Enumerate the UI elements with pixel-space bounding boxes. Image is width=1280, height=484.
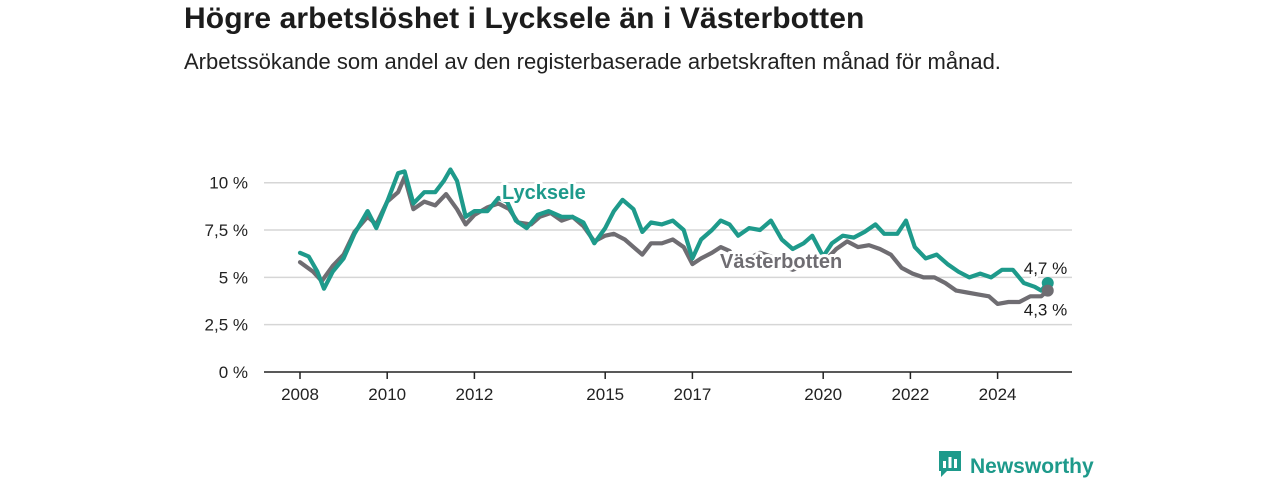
series-line-vasterbotten [297, 174, 1050, 306]
series-name-label: Västerbotten [720, 251, 842, 273]
x-tick-label: 2012 [455, 385, 493, 404]
y-tick-label: 10 % [209, 174, 248, 193]
x-tick-label: 2015 [586, 385, 624, 404]
end-value-label: 4,7 % [1024, 259, 1067, 278]
chart-subtitle: Arbetssökande som andel av den registerb… [184, 49, 1001, 74]
x-tick-label: 2024 [979, 385, 1017, 404]
brand-name: Newsworthy [970, 454, 1094, 478]
y-tick-label: 2,5 % [205, 316, 248, 335]
y-axis: 0 % 2,5 % 5 % 7,5 % 10 % [205, 174, 248, 382]
brand-logo[interactable]: Newsworthy [937, 449, 1094, 484]
newsworthy-logo-icon [937, 449, 963, 484]
end-marker [1041, 284, 1054, 297]
chart-title: Högre arbetslöshet i Lycksele än i Väste… [184, 2, 865, 35]
y-tick-label: 0 % [219, 363, 248, 382]
x-tick-label: 2017 [673, 385, 711, 404]
series-name-label: Lycksele [502, 182, 586, 204]
y-tick-label: 5 % [219, 268, 248, 287]
x-tick-label: 2020 [804, 385, 842, 404]
x-tick-label: 2008 [281, 385, 319, 404]
series-labels: 4,7 % 4,3 % Lycksele Västerbotten [499, 179, 1070, 322]
series-lines [297, 167, 1054, 306]
y-tick-label: 7,5 % [205, 221, 248, 240]
x-tick-label: 2022 [891, 385, 929, 404]
x-axis: 2008 2010 2012 2015 2017 2020 2022 2024 [264, 371, 1072, 404]
series-line-lycksele [297, 167, 1050, 293]
end-value-label: 4,3 % [1024, 301, 1067, 320]
x-tick-label: 2010 [368, 385, 406, 404]
